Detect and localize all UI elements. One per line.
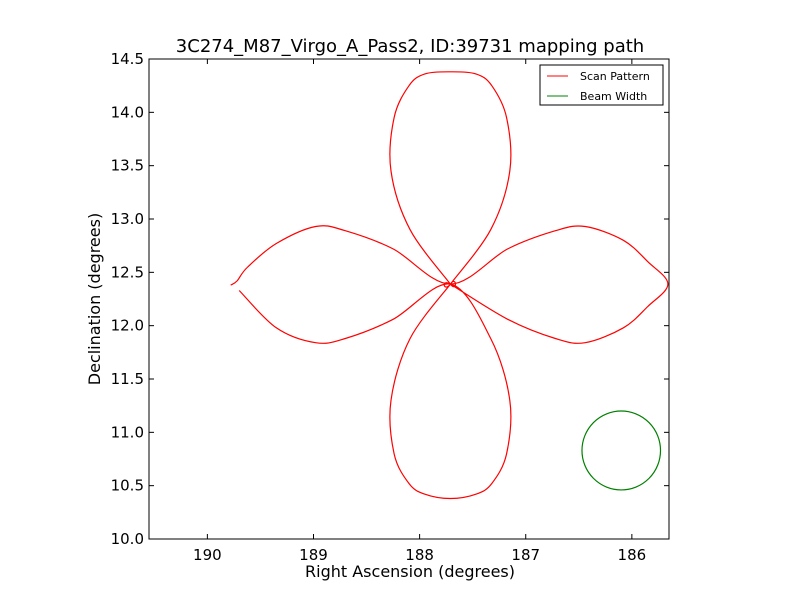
x-axis-label: Right Ascension (degrees) [305, 562, 515, 581]
y-tick-label: 11.0 [111, 423, 144, 441]
y-tick-label: 14.5 [111, 50, 144, 68]
data-layer [230, 71, 669, 500]
x-tick-label: 189 [299, 546, 328, 564]
legend-label-beam-width: Beam Width [580, 90, 647, 103]
legend: Scan Pattern Beam Width [539, 64, 664, 106]
chart-title: 3C274_M87_Virgo_A_Pass2, ID:39731 mappin… [176, 36, 644, 57]
x-tick-label: 186 [618, 546, 647, 564]
y-tick-label: 13.5 [111, 157, 144, 175]
y-axis-label: Declination (degrees) [85, 213, 104, 385]
y-tick-label: 10.0 [111, 530, 144, 548]
series-beam-width [581, 410, 662, 491]
x-tick-label: 188 [405, 546, 434, 564]
y-tick-label: 12.0 [111, 317, 144, 335]
series-scan-pattern [230, 71, 669, 500]
y-tick-label: 13.0 [111, 210, 144, 228]
x-tick-label: 190 [193, 546, 222, 564]
legend-box [539, 64, 664, 106]
x-tick-label: 187 [511, 546, 540, 564]
y-tick-label: 10.5 [111, 477, 144, 495]
plot-area [149, 59, 669, 539]
legend-label-scan-pattern: Scan Pattern [580, 70, 650, 83]
y-tick-label: 14.0 [111, 103, 144, 121]
plot-frame [148, 58, 670, 540]
y-tick-label: 11.5 [111, 370, 144, 388]
ticks-layer: 190 189 188 187 186 10.0 10.5 11.0 11.5 12.0 12.5 1… [111, 50, 669, 564]
y-tick-label: 12.5 [111, 263, 144, 281]
